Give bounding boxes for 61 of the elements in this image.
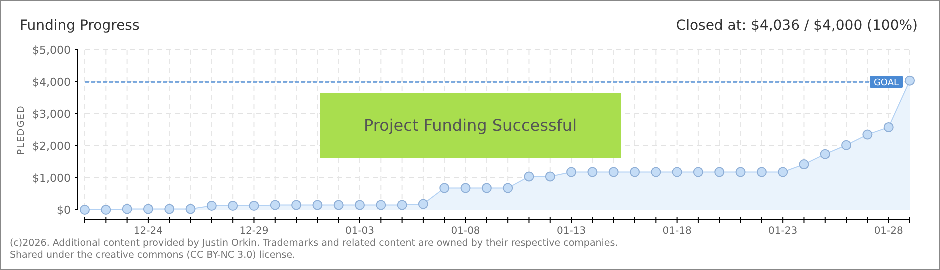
point	[820, 149, 830, 160]
point	[122, 204, 132, 214]
chart-subtitle: Closed at: $4,036 / $4,000 (100%)	[676, 18, 918, 34]
point	[80, 205, 90, 215]
point	[270, 200, 280, 210]
point	[397, 200, 408, 210]
point	[460, 183, 471, 194]
point	[524, 172, 534, 182]
point	[440, 183, 450, 194]
point	[376, 200, 386, 210]
point	[588, 167, 598, 178]
point	[714, 167, 725, 178]
ref-line-label: GOAL	[874, 78, 900, 88]
point	[334, 200, 344, 210]
point	[503, 183, 514, 194]
x-tick-label: 01-18	[662, 226, 692, 237]
point	[164, 204, 175, 214]
point	[101, 205, 112, 215]
point	[608, 167, 619, 178]
point	[143, 204, 154, 214]
point	[355, 200, 365, 210]
text: Shared under the creative commons (CC BY-NC 3.0) license.	[10, 250, 296, 261]
point	[651, 167, 662, 178]
point	[905, 76, 915, 86]
y-axis-title: PLEDGED	[17, 105, 27, 155]
point	[862, 130, 873, 140]
y-tick-label: $0	[57, 204, 71, 217]
x-tick-label: 01-23	[768, 226, 798, 237]
point	[736, 167, 746, 178]
point	[418, 199, 428, 210]
point	[566, 167, 577, 178]
x-tick-label: 12-29	[240, 226, 269, 237]
point	[482, 183, 492, 194]
point	[630, 167, 640, 178]
x-tick-label: 01-28	[874, 226, 904, 237]
x-tick-label: 01-03	[345, 226, 375, 237]
point	[693, 167, 704, 178]
point	[672, 167, 682, 178]
point	[312, 200, 323, 210]
y-tick-label: $4,000	[32, 76, 71, 89]
x-tick-label: 01-13	[557, 226, 586, 237]
point	[842, 140, 852, 150]
point	[249, 201, 260, 211]
point	[292, 200, 302, 210]
x-tick-label: 01-08	[451, 226, 480, 237]
point	[799, 160, 810, 170]
y-tick-label: $2,000	[32, 140, 71, 153]
point	[545, 172, 556, 182]
point	[884, 122, 894, 132]
x-tick-label: 12-24	[134, 226, 163, 237]
point	[756, 167, 767, 178]
chart-title: Funding Progress	[20, 18, 140, 34]
text: (c)2026. Additional content provided by Justin Orkin. Trademarks and related content are owned by their respective companies.	[10, 238, 618, 249]
point	[778, 167, 788, 178]
annotation: Project Funding Successful	[364, 116, 578, 135]
point	[228, 201, 238, 211]
y-tick-label: $1,000	[32, 172, 71, 185]
y-tick-label: $5,000	[32, 44, 71, 57]
point	[186, 204, 196, 214]
point	[206, 201, 217, 211]
y-tick-label: $3,000	[32, 108, 71, 121]
